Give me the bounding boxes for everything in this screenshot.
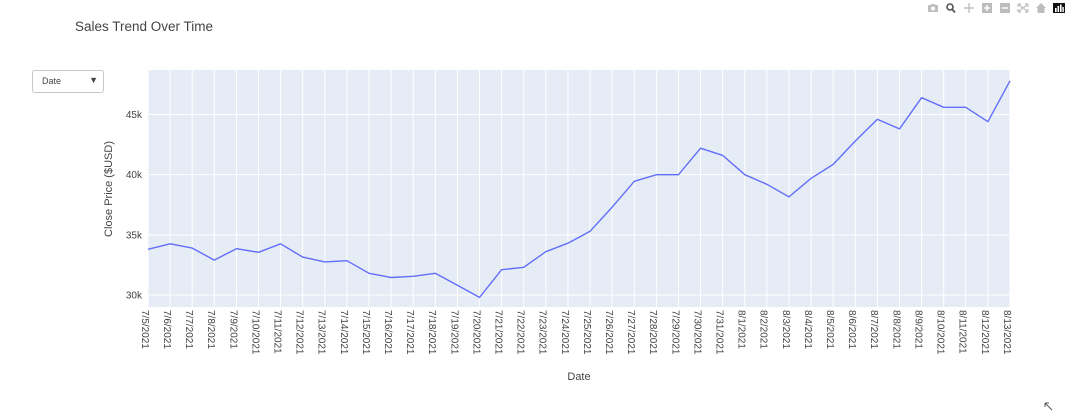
x-tick-label: 7/19/2021 xyxy=(448,310,459,355)
y-axis-title: Close Price ($USD) xyxy=(103,141,115,237)
home-icon[interactable] xyxy=(1035,0,1047,13)
x-tick-label: 7/13/2021 xyxy=(316,310,327,355)
y-gridlines xyxy=(148,114,1010,296)
x-tick-label: 8/8/2021 xyxy=(890,310,901,349)
y-tick-label: 30k xyxy=(126,290,143,301)
x-tick-label: 7/21/2021 xyxy=(493,310,504,355)
x-axis-title: Date xyxy=(567,371,590,383)
x-tick-label: 7/12/2021 xyxy=(294,310,305,355)
camera-icon[interactable] xyxy=(927,0,939,12)
y-tick-label: 40k xyxy=(126,170,143,181)
x-tick-label: 7/15/2021 xyxy=(360,310,371,355)
plot-area[interactable] xyxy=(148,70,1010,307)
x-tick-label: 7/29/2021 xyxy=(669,310,680,355)
series-layer xyxy=(147,80,1011,299)
autoscale-icon[interactable] xyxy=(1017,0,1029,13)
zoom-out-icon[interactable] xyxy=(999,0,1011,13)
chevron-down-icon: ▼ xyxy=(89,75,98,85)
x-tick-label: 7/26/2021 xyxy=(603,310,614,355)
x-tick-label: 8/11/2021 xyxy=(957,310,968,354)
x-tick-label: 8/13/2021 xyxy=(1001,310,1012,355)
x-tick-label: 8/10/2021 xyxy=(935,310,946,355)
x-tick-label: 7/18/2021 xyxy=(426,310,437,355)
x-axis-dropdown[interactable]: Date ▼ xyxy=(32,70,104,93)
x-tick-label: 7/24/2021 xyxy=(559,310,570,355)
x-tick-label: 7/22/2021 xyxy=(515,310,526,355)
x-tick-label: 7/23/2021 xyxy=(537,310,548,355)
x-tick-label: 8/4/2021 xyxy=(802,310,813,349)
modebar xyxy=(927,0,1065,14)
x-tick-label: 8/5/2021 xyxy=(824,310,835,349)
x-tick-label: 8/9/2021 xyxy=(912,310,923,349)
x-tick-label: 7/16/2021 xyxy=(382,310,393,355)
x-tick-label: 7/7/2021 xyxy=(183,310,194,349)
x-tick-label: 8/1/2021 xyxy=(736,310,747,349)
x-tick-label: 7/25/2021 xyxy=(581,310,592,355)
y-tick-labels: 30k 35k 40k 45k xyxy=(126,110,143,301)
x-tick-label: 7/31/2021 xyxy=(714,310,725,355)
x-tick-labels: 7/5/2021 7/6/2021 7/7/2021 7/8/2021 7/9/2021… xyxy=(139,310,1012,355)
x-tick-label: 7/30/2021 xyxy=(691,310,702,355)
y-tick-label: 35k xyxy=(126,230,143,241)
x-tick-label: 8/6/2021 xyxy=(846,310,857,349)
x-tick-label: 7/28/2021 xyxy=(647,310,658,355)
dropdown-selected-label: Date xyxy=(42,76,62,86)
zoom-in-icon[interactable] xyxy=(981,0,993,13)
x-tick-label: 8/3/2021 xyxy=(780,310,791,349)
x-tick-label: 7/11/2021 xyxy=(271,310,282,354)
y-tick-label: 45k xyxy=(126,110,143,121)
x-tick-label: 8/7/2021 xyxy=(868,310,879,349)
zoom-icon[interactable] xyxy=(945,0,957,14)
x-tick-label: 7/20/2021 xyxy=(470,310,481,355)
pan-icon[interactable] xyxy=(963,0,975,13)
x-tick-label: 7/9/2021 xyxy=(227,310,238,349)
chart-title: Sales Trend Over Time xyxy=(75,19,214,34)
x-tick-label: 8/12/2021 xyxy=(979,310,990,355)
x-tick-label: 7/14/2021 xyxy=(338,310,349,355)
x-tick-label: 7/6/2021 xyxy=(161,310,172,349)
x-tick-label: 7/8/2021 xyxy=(205,310,216,349)
series-line[interactable] xyxy=(147,80,1011,299)
plotly-logo-icon[interactable] xyxy=(1053,0,1065,13)
x-tick-label: 7/27/2021 xyxy=(625,310,636,355)
x-tick-label: 8/2/2021 xyxy=(758,310,769,349)
x-tick-label: 7/17/2021 xyxy=(404,310,415,355)
resize-handle-icon[interactable] xyxy=(1044,399,1054,411)
x-tick-label: 7/5/2021 xyxy=(139,310,150,349)
x-gridlines xyxy=(147,70,1011,307)
x-tick-label: 7/10/2021 xyxy=(249,310,260,355)
